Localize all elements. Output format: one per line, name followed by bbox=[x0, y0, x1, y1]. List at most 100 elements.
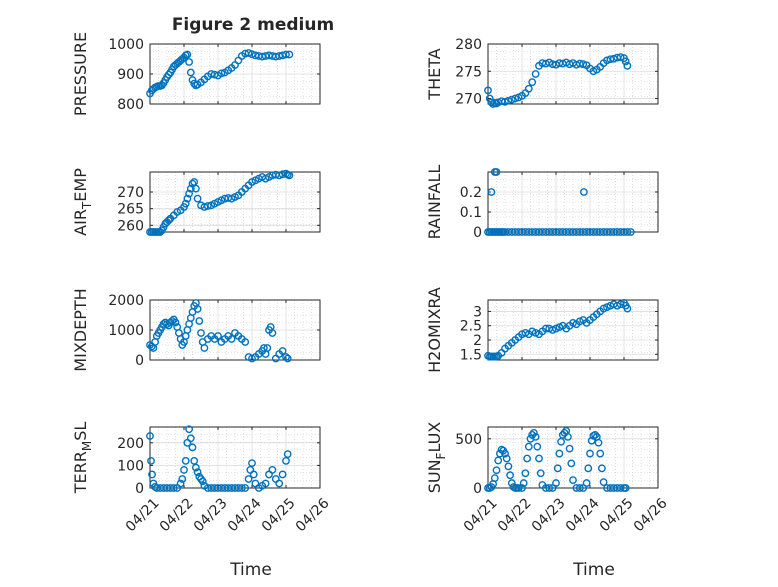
y-tick-label: 0 bbox=[473, 225, 482, 241]
data-point bbox=[283, 450, 292, 459]
data-point bbox=[591, 430, 599, 439]
y-axis-label: PRESSURE bbox=[71, 32, 90, 116]
data-point bbox=[514, 484, 523, 492]
data-point bbox=[569, 476, 577, 485]
data-point bbox=[535, 454, 543, 463]
y-tick-label: 2.5 bbox=[460, 319, 482, 335]
data-point bbox=[623, 61, 632, 70]
data-point bbox=[518, 484, 526, 492]
data-point bbox=[186, 184, 195, 193]
y-tick-label: 0 bbox=[135, 353, 144, 369]
y-tick-label: 100 bbox=[117, 458, 144, 474]
data-point bbox=[261, 479, 270, 488]
subplot-pressure: 800 900 1000 PRESSURE bbox=[71, 32, 321, 116]
subplot-rainfall: 0 0.1 0.2 RAINFALL bbox=[425, 165, 659, 241]
y-tick-label: 0 bbox=[135, 481, 144, 497]
data-point bbox=[171, 318, 180, 327]
data-point bbox=[188, 443, 197, 452]
y-tick-label: 0 bbox=[473, 481, 482, 497]
y-axis-label: THETA bbox=[425, 48, 444, 100]
y-axis-label: AIRTEMP bbox=[71, 168, 94, 236]
data-point bbox=[241, 484, 250, 492]
data-point bbox=[487, 188, 496, 196]
data-point bbox=[621, 484, 630, 492]
data-point bbox=[191, 463, 200, 472]
data-point bbox=[606, 55, 615, 64]
data-point bbox=[524, 84, 533, 93]
subplot-mixdepth: 0 1000 2000 MIXDEPTH bbox=[71, 288, 321, 372]
data-point bbox=[555, 449, 564, 458]
y-tick-label: 500 bbox=[455, 432, 482, 448]
data-point bbox=[623, 304, 632, 313]
data-point bbox=[181, 456, 190, 465]
data-point bbox=[545, 484, 554, 492]
data-point bbox=[249, 470, 258, 479]
y-tick-label: 2000 bbox=[108, 293, 144, 309]
data-point bbox=[587, 436, 596, 445]
data-point bbox=[579, 60, 588, 69]
data-point bbox=[282, 50, 290, 59]
data-point bbox=[283, 354, 292, 363]
data-point bbox=[185, 425, 194, 434]
data-point bbox=[190, 456, 199, 465]
y-tick-label: 0.2 bbox=[460, 185, 482, 201]
data-point bbox=[616, 53, 625, 61]
data-point bbox=[248, 50, 256, 59]
data-point bbox=[193, 468, 202, 477]
data-point bbox=[575, 59, 584, 68]
data-point bbox=[519, 479, 528, 487]
data-point bbox=[494, 456, 503, 465]
data-point bbox=[485, 94, 494, 103]
data-point bbox=[557, 437, 565, 446]
data-point bbox=[185, 189, 194, 198]
data-point bbox=[609, 54, 618, 63]
data-point bbox=[502, 454, 511, 463]
data-point bbox=[582, 479, 591, 487]
y-tick-label: 1.5 bbox=[460, 347, 482, 363]
data-point bbox=[504, 462, 513, 471]
data-point bbox=[241, 338, 250, 346]
data-point bbox=[282, 456, 290, 465]
data-point bbox=[530, 429, 538, 437]
data-point bbox=[521, 469, 530, 478]
y-tick-label: 800 bbox=[117, 97, 144, 113]
data-point bbox=[599, 478, 608, 486]
data-point bbox=[186, 68, 195, 77]
data-point bbox=[626, 228, 635, 236]
figure-title: Figure 2 medium bbox=[172, 15, 334, 35]
data-point bbox=[217, 69, 226, 78]
data-point bbox=[278, 470, 287, 479]
data-point bbox=[275, 479, 284, 488]
x-axis-label-left: Time bbox=[229, 560, 272, 580]
y-tick-label: 900 bbox=[117, 67, 144, 83]
data-point bbox=[531, 432, 540, 441]
y-axis-label: H2OMIXRA bbox=[425, 287, 444, 373]
data-point bbox=[579, 188, 588, 196]
y-tick-label: 270 bbox=[117, 185, 144, 201]
data-point bbox=[193, 194, 202, 203]
y-tick-label: 0.1 bbox=[460, 205, 482, 221]
data-point bbox=[511, 94, 520, 103]
data-point bbox=[531, 70, 540, 78]
data-point bbox=[176, 479, 185, 488]
y-tick-label: 260 bbox=[117, 218, 144, 234]
y-tick-label: 200 bbox=[117, 436, 144, 452]
data-point bbox=[565, 444, 574, 453]
data-point bbox=[501, 449, 509, 458]
data-point bbox=[616, 484, 625, 492]
x-axis-label-right: Time bbox=[572, 560, 615, 580]
data-point bbox=[200, 344, 209, 352]
data-point bbox=[146, 432, 154, 440]
y-tick-label: 275 bbox=[455, 64, 482, 80]
data-point bbox=[186, 434, 195, 443]
data-point bbox=[207, 70, 216, 78]
data-point bbox=[191, 184, 200, 193]
y-tick-label: 1000 bbox=[108, 37, 144, 53]
data-point bbox=[244, 475, 253, 483]
data-point bbox=[195, 317, 204, 325]
data-point bbox=[621, 57, 630, 66]
data-point bbox=[147, 456, 155, 465]
data-point bbox=[180, 466, 188, 474]
